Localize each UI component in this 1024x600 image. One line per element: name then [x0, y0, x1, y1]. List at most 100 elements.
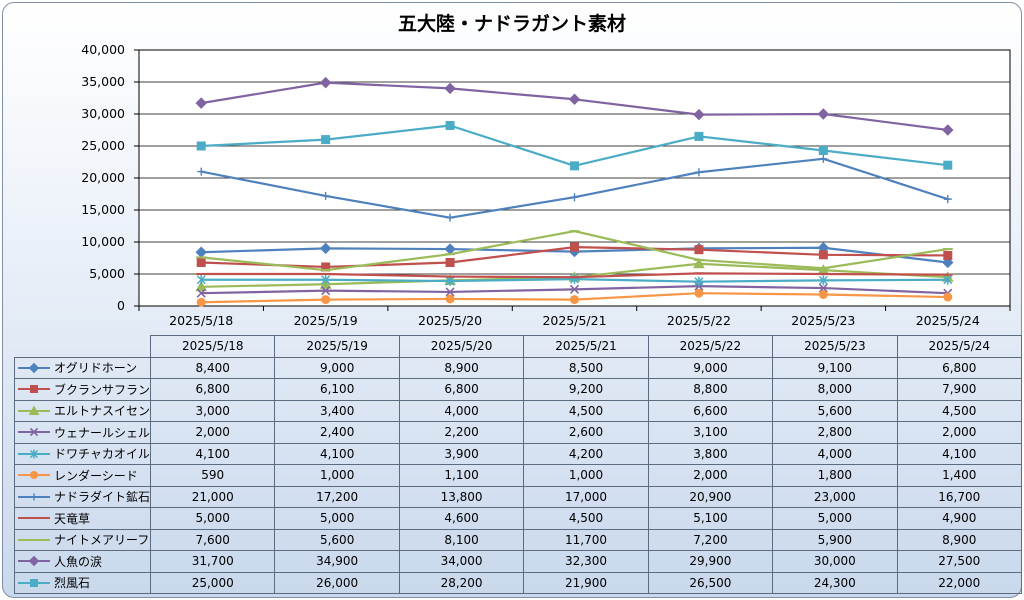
table-cell: 3,400: [274, 399, 400, 422]
table-cell: 8,100: [398, 528, 525, 551]
legend-key: [18, 449, 50, 459]
series-name: ブクランサフラン: [54, 382, 151, 397]
table-row: ブクランサフラン 6,800 6,100 6,800 9,200 8,800 8,000 7,…: [13, 378, 1022, 401]
y-tick-label: 40,000: [81, 42, 125, 57]
table-cell: 4,500: [523, 507, 649, 530]
table-cell: 2,000: [896, 421, 1022, 444]
table-cell: 4,100: [274, 442, 400, 465]
table-cell: 30,000: [772, 550, 898, 573]
series-name: ナドラダイト鉱石: [54, 490, 151, 505]
table-date-header: 2025/5/19: [274, 335, 400, 358]
data-point: [942, 256, 954, 269]
legend-key: [18, 578, 50, 587]
data-table: 2025/5/18 2025/5/19 2025/5/20 2025/5/21 2025…: [13, 335, 1022, 594]
data-point: [819, 154, 828, 163]
legend-marker: [29, 428, 39, 437]
data-point: [569, 284, 580, 294]
table-row: ドワチャカオイル 4,100 4,100 3,900 4,200 3,800 4,000 4,…: [13, 442, 1022, 465]
data-point: [694, 245, 704, 255]
table-cell: 3,000: [150, 399, 276, 422]
table-cell: 4,100: [150, 442, 276, 465]
table-row: オグリドホーン 8,400 9,000 8,900 8,500 9,000 9,100 6,8…: [13, 356, 1022, 379]
series-11: [196, 121, 953, 171]
table-cell: 8,500: [523, 356, 649, 379]
table-date-header: 2025/5/24: [896, 335, 1022, 358]
table-cell: 7,200: [647, 528, 774, 551]
series-name: ナイトメアリーフ: [54, 533, 150, 548]
table-cell: 16,700: [896, 485, 1022, 508]
table-cell: 1,000: [274, 464, 400, 487]
data-point: [942, 124, 954, 136]
table-cell: 8,800: [647, 378, 774, 401]
table-cell: 17,000: [523, 485, 649, 508]
x-tick-label: 2025/5/23: [791, 313, 855, 328]
y-tick-label: 25,000: [81, 138, 125, 153]
legend-entry: 人魚の涙: [13, 550, 152, 573]
table-date-header: 2025/5/23: [772, 335, 898, 358]
series-7: [197, 154, 952, 222]
table-cell: 1,400: [896, 464, 1022, 487]
legend-key: [18, 405, 50, 415]
table-cell: 21,900: [523, 571, 649, 594]
series-name: 人魚の涙: [54, 554, 103, 569]
table-row: 烈風石 25,000 26,000 28,200 21,900 26,500 24,300 2…: [13, 571, 1022, 594]
table-cell: 29,900: [647, 550, 774, 573]
legend-key: [18, 471, 50, 480]
series-name: 烈風石: [54, 576, 91, 591]
y-tick-label: 35,000: [81, 74, 125, 89]
y-tick-label: 20,000: [81, 170, 125, 185]
line-chart: 0 5,000 10,000 15,000 20,000 25,000 30,000 35,0…: [81, 42, 1011, 328]
y-tick-label: 15,000: [81, 202, 125, 217]
table-cell: 4,200: [523, 442, 649, 465]
data-point: [570, 193, 579, 202]
legend-entry: オグリドホーン: [13, 356, 152, 379]
legend-key: [18, 556, 50, 567]
table-cell: 5,000: [274, 507, 400, 530]
table-cell: 5,900: [772, 528, 898, 551]
data-point: [818, 145, 828, 155]
data-point: [195, 97, 207, 109]
table-cell: 3,100: [647, 421, 774, 444]
table-cell: 23,000: [772, 485, 898, 508]
data-point: [196, 257, 206, 267]
table-row: レンダーシード 590 1,000 1,100 1,000 2,000 1,800 1,400: [13, 464, 1022, 487]
data-point: [818, 289, 828, 299]
table-row: 天竜草 5,000 5,000 4,600 4,500 5,100 5,000 4,900: [13, 507, 1022, 530]
table-cell: 2,400: [274, 421, 400, 444]
data-point: [943, 292, 953, 302]
series-name: ドワチャカオイル: [54, 447, 150, 462]
table-cell: 32,300: [523, 550, 649, 573]
table-cell: 9,000: [647, 356, 774, 379]
y-tick-label: 30,000: [81, 106, 125, 121]
data-point: [196, 141, 206, 151]
table-cell: 27,500: [896, 550, 1022, 573]
table-cell: 4,900: [896, 507, 1022, 530]
table-cell: 4,500: [523, 399, 649, 422]
data-point: [321, 191, 330, 200]
table-cell: 5,600: [772, 399, 898, 422]
table-cell: 31,700: [150, 550, 276, 573]
table-row: 人魚の涙 31,700 34,900 34,000 32,300 29,900 30,000…: [13, 550, 1022, 573]
table-row: エルトナスイセン 3,000 3,400 4,000 4,500 6,600 5,600 4,…: [13, 399, 1022, 422]
table-cell: 26,000: [274, 571, 400, 594]
legend-entry: ウェナールシェル: [13, 421, 152, 444]
data-point: [319, 242, 332, 255]
data-point: [321, 274, 331, 285]
table-cell: 13,800: [398, 485, 525, 508]
data-point: [196, 288, 206, 298]
y-tick-label: 0: [117, 298, 125, 313]
table-cell: 8,400: [150, 356, 276, 379]
data-point: [694, 276, 704, 287]
legend-key: [18, 385, 50, 394]
data-point: [445, 294, 455, 304]
table-cell: 5,100: [647, 507, 774, 530]
table-cell: 2,000: [647, 464, 774, 487]
table-cell: 1,100: [398, 464, 525, 487]
data-point: [319, 76, 332, 89]
table-date-header: 2025/5/21: [523, 335, 649, 358]
legend-marker: [28, 405, 40, 415]
table-cell: 22,000: [896, 571, 1022, 594]
x-tick-label: 2025/5/21: [542, 313, 606, 328]
table-cell: 6,800: [896, 356, 1022, 379]
series-name: レンダーシード: [54, 468, 138, 483]
